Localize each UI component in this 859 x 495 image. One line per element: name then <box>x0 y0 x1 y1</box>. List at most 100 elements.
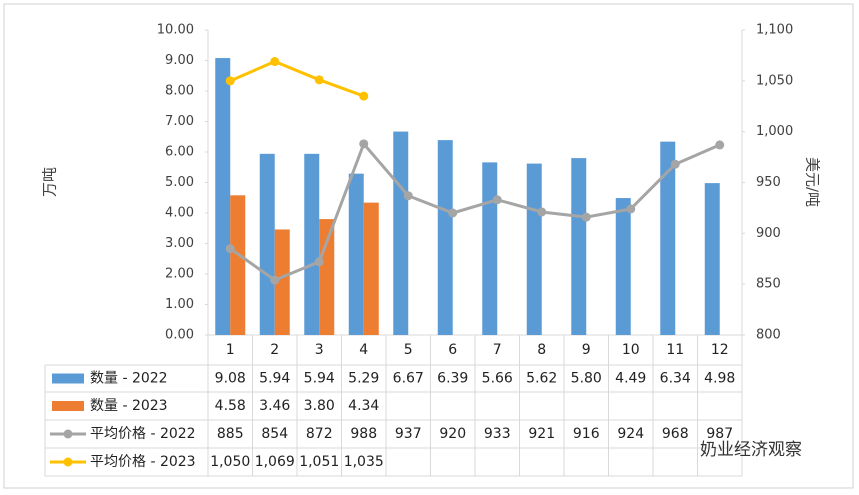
bar <box>437 140 453 335</box>
y-tick-label: 10.00 <box>157 23 194 38</box>
data-label: 921 <box>528 426 555 442</box>
data-label: 4.58 <box>215 398 246 414</box>
bar <box>348 173 364 335</box>
data-label: 4.98 <box>704 371 735 387</box>
point <box>537 207 547 217</box>
point <box>270 57 280 67</box>
y-tick-label: 1.00 <box>165 297 194 312</box>
bar <box>526 163 542 335</box>
data-label: 5.94 <box>259 371 290 387</box>
legend-label: 数量 - 2022 <box>90 371 168 387</box>
data-label: 1,050 <box>210 454 250 470</box>
x-tick-label: 9 <box>582 342 591 358</box>
data-label: 1,069 <box>255 454 295 470</box>
data-label: 3.80 <box>304 398 335 414</box>
data-label: 4.49 <box>615 371 646 387</box>
bar <box>393 131 409 335</box>
bar <box>704 183 720 335</box>
bar <box>319 219 335 335</box>
bar <box>230 195 246 335</box>
data-label: 872 <box>306 426 333 442</box>
line <box>229 59 365 98</box>
data-label: 5.66 <box>482 371 513 387</box>
y2-tick-label: 800 <box>756 328 781 343</box>
point <box>581 212 591 222</box>
data-label: 1,051 <box>299 454 339 470</box>
bar <box>259 153 275 335</box>
x-tick-label: 12 <box>711 342 729 358</box>
y-tick-label: 6.00 <box>165 145 194 160</box>
data-label: 5.94 <box>304 371 335 387</box>
y-axis-title: 万吨 <box>41 167 59 197</box>
watermark: 奶业经济观察 <box>700 440 802 460</box>
point <box>270 275 280 285</box>
x-tick-label: 1 <box>226 342 235 358</box>
legend-label: 平均价格 - 2022 <box>90 426 196 442</box>
y2-tick-label: 1,050 <box>756 73 793 88</box>
legend-key <box>52 401 84 411</box>
legend-key <box>52 373 84 384</box>
line <box>229 140 721 282</box>
legend-key <box>63 457 73 467</box>
data-label: 6.39 <box>437 371 468 387</box>
bar <box>304 153 320 335</box>
data-label: 916 <box>573 426 600 442</box>
data-label: 1,035 <box>344 454 384 470</box>
data-label: 5.80 <box>571 371 602 387</box>
data-label: 920 <box>439 426 466 442</box>
point <box>359 91 369 101</box>
y2-tick-label: 1,000 <box>756 124 793 139</box>
frame <box>3 3 854 489</box>
point <box>492 195 502 205</box>
data-label: 933 <box>484 426 511 442</box>
point <box>403 191 413 201</box>
point <box>448 208 458 218</box>
legend-label: 平均价格 - 2023 <box>90 454 196 470</box>
data-label: 885 <box>217 426 244 442</box>
data-label: 6.34 <box>660 371 691 387</box>
bar <box>571 158 587 335</box>
y2-axis-title: 美元/吨 <box>804 157 822 207</box>
x-tick-label: 8 <box>537 342 546 358</box>
x-tick-label: 6 <box>448 342 457 358</box>
data-label: 924 <box>617 426 644 442</box>
point <box>314 75 324 85</box>
bar <box>615 198 631 335</box>
y-tick-label: 3.00 <box>165 236 194 251</box>
y2-tick-label: 850 <box>756 277 781 292</box>
x-tick-label: 7 <box>493 342 502 358</box>
x-tick-label: 11 <box>666 342 684 358</box>
point <box>626 204 636 214</box>
bar <box>482 162 498 335</box>
data-label: 9.08 <box>215 371 246 387</box>
bar <box>660 141 676 335</box>
data-label: 3.46 <box>259 398 290 414</box>
data-label: 5.62 <box>526 371 557 387</box>
data-label: 988 <box>350 426 377 442</box>
x-tick-label: 4 <box>359 342 368 358</box>
data-label: 4.34 <box>348 398 379 414</box>
data-label: 987 <box>706 426 733 442</box>
y-tick-label: 0.00 <box>165 328 194 343</box>
y-tick-label: 2.00 <box>165 267 194 282</box>
legend-label: 数量 - 2023 <box>90 398 168 414</box>
y-tick-label: 9.00 <box>165 53 194 68</box>
data-label: 5.29 <box>348 371 379 387</box>
y2-tick-label: 950 <box>756 175 781 190</box>
data-label: 6.67 <box>393 371 424 387</box>
y-tick-label: 4.00 <box>165 206 194 221</box>
bar <box>363 202 379 335</box>
bar <box>215 58 231 336</box>
point <box>359 139 369 149</box>
data-label: 968 <box>662 426 689 442</box>
point <box>314 257 324 267</box>
y-tick-label: 7.00 <box>165 114 194 129</box>
y-tick-label: 5.00 <box>165 175 194 190</box>
x-tick-label: 5 <box>404 342 413 358</box>
data-label: 937 <box>395 426 422 442</box>
x-tick-label: 3 <box>315 342 324 358</box>
point <box>225 76 235 86</box>
point <box>715 140 725 150</box>
y-tick-label: 8.00 <box>165 84 194 99</box>
